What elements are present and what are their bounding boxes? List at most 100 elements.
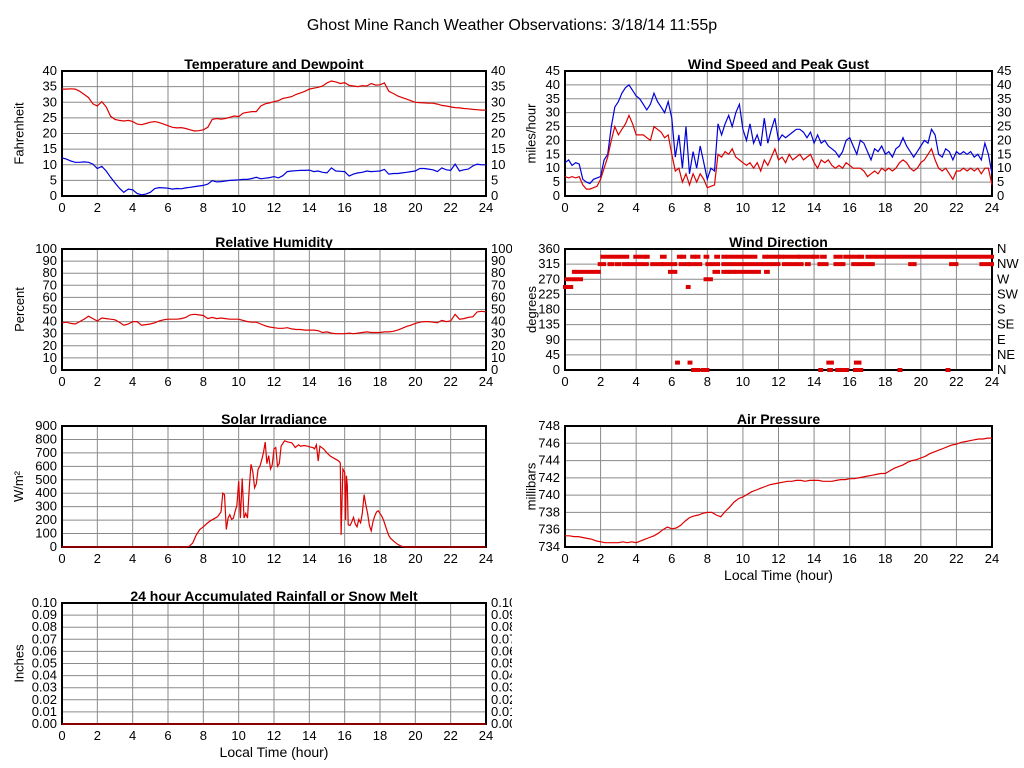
x-tick-label: 4 (129, 728, 136, 743)
series-wind-direction-mark (771, 262, 781, 267)
series-wind-direction-mark (650, 262, 664, 267)
y-tick-label-right: 90 (491, 253, 505, 268)
x-tick-label: 6 (164, 200, 171, 215)
y-tick-label-right: 10 (997, 160, 1011, 175)
x-tick-label: 22 (949, 200, 963, 215)
series-wind-direction-mark (858, 254, 865, 259)
x-tick-label: 2 (94, 551, 101, 566)
y-tick-label: 744 (538, 453, 560, 468)
x-axis-label: Local Time (hour) (724, 567, 833, 583)
y-tick-label: 15 (43, 141, 57, 156)
chart-title: 24 hour Accumulated Rainfall or Snow Mel… (130, 587, 418, 604)
x-tick-label: 14 (807, 551, 821, 566)
y-tick-label-right: 50 (491, 302, 505, 317)
y-tick-label: 25 (43, 110, 57, 125)
y-tick-label: 300 (35, 499, 57, 514)
y-tick-label-right: 40 (997, 77, 1011, 92)
y-tick-label: 0 (553, 188, 560, 203)
x-tick-label: 4 (129, 551, 136, 566)
y-tick-label: 736 (538, 522, 560, 537)
series-wind-direction-mark (721, 269, 728, 274)
series-wind-direction-mark (675, 360, 680, 365)
y-tick-label: 70 (43, 277, 57, 292)
y-tick-label-right: 0.09 (491, 607, 512, 622)
x-tick-label: 4 (129, 200, 136, 215)
y-tick-label-right: 0.02 (491, 692, 512, 707)
y-tick-label-right: N (997, 241, 1006, 256)
y-tick-label-right: 15 (491, 141, 505, 156)
x-tick-label: 14 (302, 200, 316, 215)
y-tick-label: 0.07 (32, 631, 57, 646)
series-wind-direction-mark (607, 262, 615, 267)
series-wind-direction-mark (762, 254, 769, 259)
series-wind-direction-mark (703, 254, 710, 259)
series-wind-direction-mark (705, 262, 721, 267)
series-wind-direction-mark (908, 262, 917, 267)
x-tick-label: 18 (878, 200, 892, 215)
y-tick-label: 60 (43, 289, 57, 304)
x-tick-label: 4 (633, 374, 640, 389)
series-wind-direction-mark (685, 284, 691, 289)
x-tick-label: 0 (561, 374, 568, 389)
series-wind-direction-mark (691, 368, 701, 372)
x-tick-label: 6 (164, 728, 171, 743)
x-tick-label: 24 (479, 374, 493, 389)
y-tick-label: 0.08 (32, 619, 57, 634)
y-tick-label-right: 30 (491, 94, 505, 109)
x-tick-label: 0 (561, 200, 568, 215)
y-tick-label: 734 (538, 539, 560, 554)
x-tick-label: 20 (914, 200, 928, 215)
x-tick-label: 0 (58, 200, 65, 215)
plot-area: 0.000.000.010.010.020.020.030.030.040.04… (32, 595, 512, 743)
series-wind-direction-mark (621, 262, 630, 267)
chart-relative-humidity: Relative Humidity Percent 0 0 10 10 20 20 30 30… (0, 216, 513, 392)
x-tick-label: 0 (58, 728, 65, 743)
series-wind-direction-mark (826, 360, 834, 365)
x-tick-label: 10 (736, 374, 750, 389)
x-tick-label: 2 (94, 200, 101, 215)
y-tick-label-right: 0 (491, 188, 498, 203)
series-wind-direction-mark (865, 254, 927, 259)
series-wind-direction-mark (979, 262, 991, 267)
y-tick-label: 5 (50, 172, 57, 187)
y-tick-label: 740 (538, 487, 560, 502)
y-tick-label: 742 (538, 470, 560, 485)
x-tick-label: 20 (914, 374, 928, 389)
series-wind-direction-mark (764, 269, 770, 274)
y-tick-label: 30 (43, 94, 57, 109)
y-tick-label: 0.02 (32, 692, 57, 707)
y-tick-label-right: 20 (491, 126, 505, 141)
chart-title: Temperature and Dewpoint (184, 55, 364, 72)
series-wind-direction-mark (839, 368, 845, 372)
x-tick-label: 16 (337, 200, 351, 215)
x-tick-label: 18 (878, 551, 892, 566)
y-tick-label: 0.10 (32, 595, 57, 610)
y-tick-label-right: 15 (997, 146, 1011, 161)
x-tick-label: 16 (337, 728, 351, 743)
x-tick-label: 12 (267, 200, 281, 215)
series-wind-direction-mark (869, 262, 875, 267)
x-tick-label: 22 (443, 728, 457, 743)
series-wind-direction-mark (564, 277, 584, 282)
y-tick-label-right: 0.06 (491, 643, 512, 658)
x-tick-label: 6 (668, 200, 675, 215)
x-tick-label: 12 (267, 374, 281, 389)
x-tick-label: 10 (231, 551, 245, 566)
chart-title: Solar Irradiance (221, 410, 327, 427)
series-wind-direction-mark (667, 269, 678, 274)
y-tick-label: 180 (538, 302, 560, 317)
y-tick-label: 738 (538, 504, 560, 519)
y-tick-label-right: 5 (491, 172, 498, 187)
x-tick-label: 16 (842, 374, 856, 389)
y-tick-label: 0 (50, 188, 57, 203)
y-tick-label: 0 (50, 362, 57, 377)
x-tick-label: 0 (561, 551, 568, 566)
series-wind-direction-mark (796, 262, 804, 267)
series-wind-direction-mark (721, 254, 728, 259)
x-tick-label: 12 (771, 200, 785, 215)
x-tick-label: 4 (129, 374, 136, 389)
x-tick-label: 8 (704, 200, 711, 215)
y-tick-label: 20 (546, 132, 560, 147)
